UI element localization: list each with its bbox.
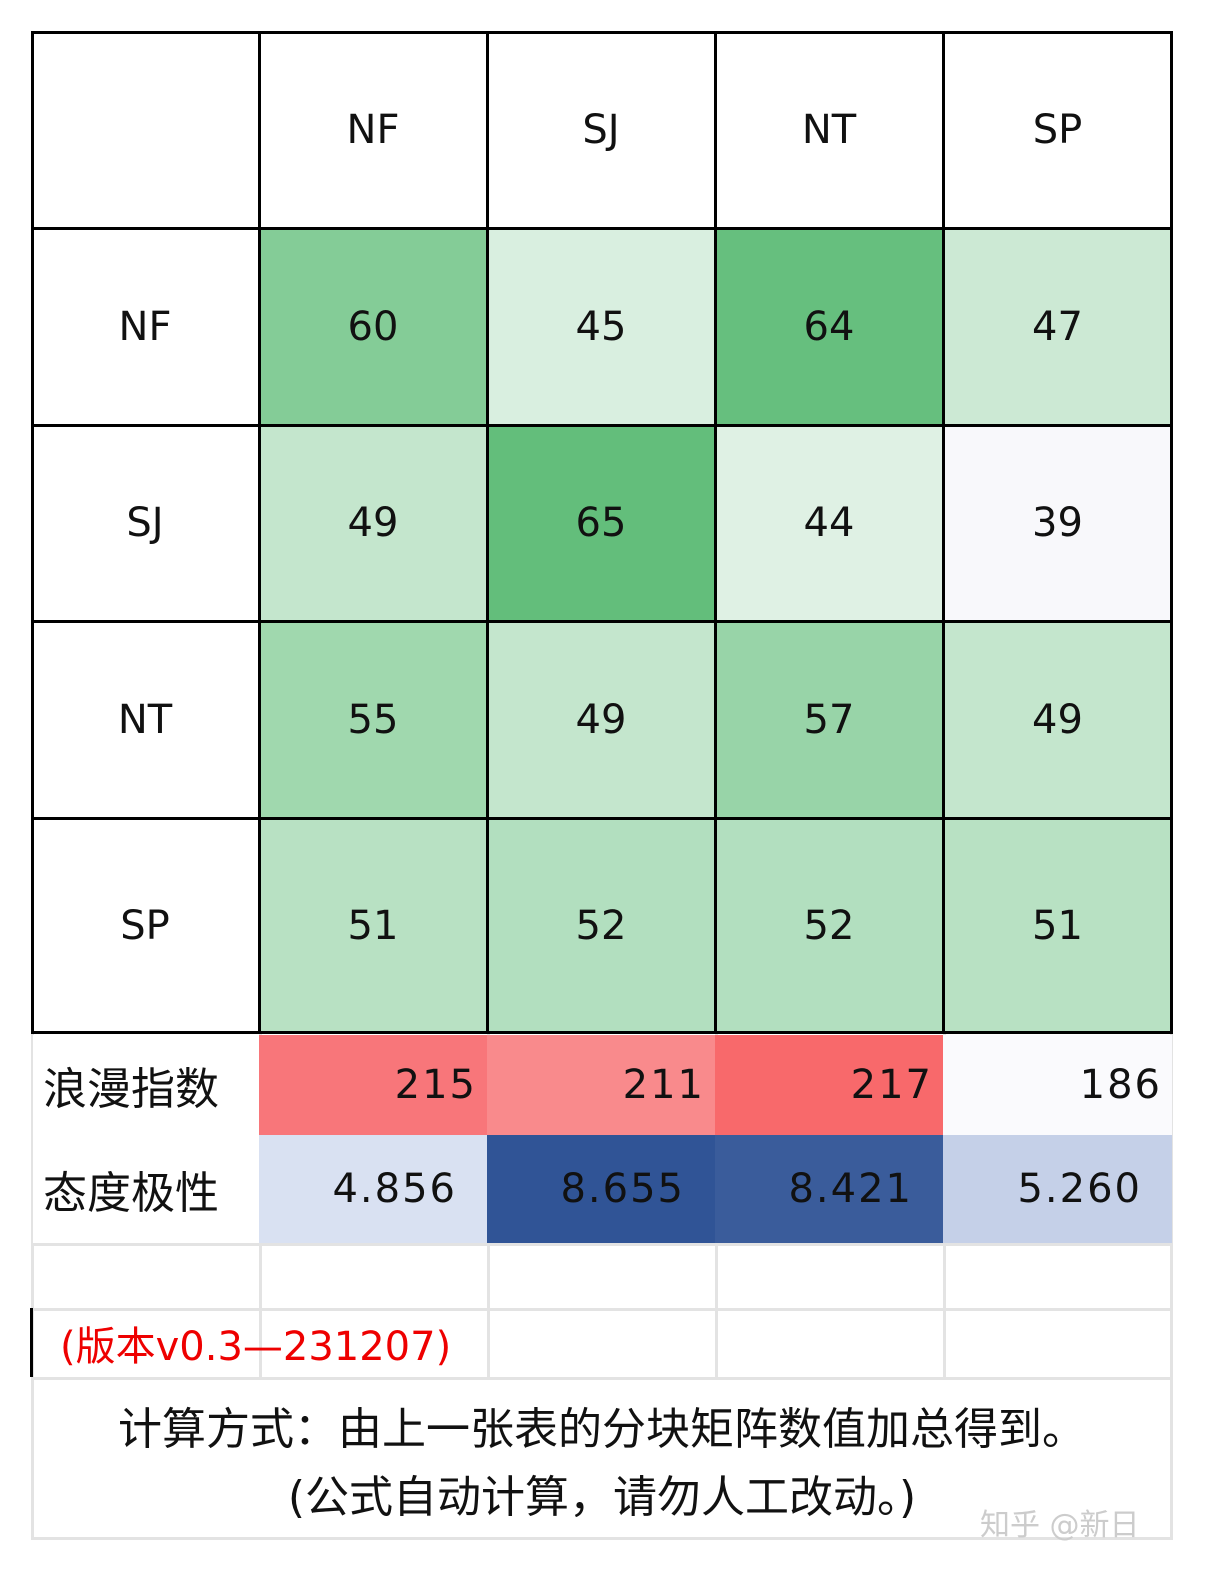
border-line — [486, 31, 489, 1034]
border-line — [31, 227, 1173, 230]
column-header[interactable]: NF — [346, 106, 400, 153]
matrix-cell[interactable]: 52 — [487, 818, 715, 1033]
attitude-label[interactable]: 态度极性 — [33, 1135, 259, 1243]
romance-label[interactable]: 浪漫指数 — [33, 1035, 259, 1135]
gridline — [31, 1377, 1173, 1380]
matrix-border — [31, 31, 1173, 1034]
romance-cell[interactable]: 211 — [487, 1035, 715, 1135]
column-header[interactable]: SJ — [582, 106, 620, 153]
attitude-cell[interactable]: 5.260 — [943, 1135, 1172, 1243]
note-line-1: 计算方式：由上一张表的分块矩阵数值加总得到。 — [118, 1404, 1086, 1455]
attitude-cell[interactable]: 8.655 — [487, 1135, 715, 1243]
romance-cell[interactable]: 217 — [715, 1035, 943, 1135]
border-line — [31, 620, 1173, 623]
matrix-cell[interactable]: 55 — [259, 621, 487, 818]
row-header[interactable]: NT — [117, 696, 173, 743]
watermark: 知乎 @新日 — [980, 1508, 1140, 1543]
matrix-cell[interactable]: 51 — [259, 818, 487, 1033]
note-line-2: (公式自动计算，请勿人工改动。) — [287, 1472, 917, 1523]
romance-cell[interactable]: 186 — [943, 1035, 1172, 1135]
column-header[interactable]: NT — [801, 106, 857, 153]
attitude-cell[interactable]: 4.856 — [259, 1135, 487, 1243]
border-line — [31, 817, 1173, 820]
border-line — [258, 31, 261, 1034]
matrix-cell[interactable]: 44 — [715, 425, 943, 621]
gridline — [31, 1033, 34, 1537]
matrix-cell[interactable]: 60 — [259, 228, 487, 425]
row-header[interactable]: NF — [118, 303, 172, 350]
column-header[interactable]: SP — [1032, 106, 1083, 153]
gridline — [31, 1243, 1173, 1246]
attitude-cell[interactable]: 8.421 — [715, 1135, 943, 1243]
matrix-cell[interactable]: 64 — [715, 228, 943, 425]
matrix-cell[interactable]: 39 — [943, 425, 1172, 621]
matrix-cell[interactable]: 49 — [259, 425, 487, 621]
border-line — [30, 1308, 33, 1377]
matrix-cell[interactable]: 47 — [943, 228, 1172, 425]
romance-cell[interactable]: 215 — [259, 1035, 487, 1135]
gridline — [31, 1537, 1173, 1540]
border-line — [31, 424, 1173, 427]
matrix-cell[interactable]: 49 — [943, 621, 1172, 818]
gridline — [31, 1308, 1173, 1311]
border-line — [714, 31, 717, 1034]
row-header[interactable]: SP — [120, 902, 170, 949]
border-line — [942, 31, 945, 1034]
matrix-cell[interactable]: 52 — [715, 818, 943, 1033]
matrix-cell[interactable]: 45 — [487, 228, 715, 425]
version-label: (版本v0.3—231207) — [60, 1324, 452, 1370]
gridline — [1170, 1033, 1173, 1537]
matrix-cell[interactable]: 65 — [487, 425, 715, 621]
matrix-cell[interactable]: 51 — [943, 818, 1172, 1033]
row-header[interactable]: SJ — [126, 500, 164, 546]
matrix-cell[interactable]: 49 — [487, 621, 715, 818]
matrix-cell[interactable]: 57 — [715, 621, 943, 818]
